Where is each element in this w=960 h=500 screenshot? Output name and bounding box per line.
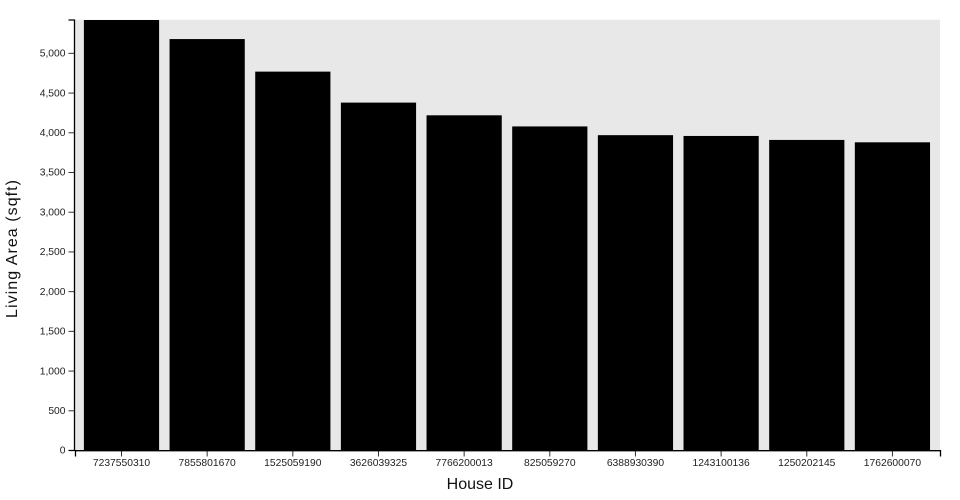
svg-text:5,000: 5,000 [40,49,66,60]
svg-text:7237550310: 7237550310 [93,458,151,469]
svg-text:825059270: 825059270 [524,458,576,469]
svg-text:2,000: 2,000 [40,287,66,298]
svg-text:0: 0 [60,446,66,457]
svg-text:4,000: 4,000 [40,128,66,139]
svg-text:1,500: 1,500 [40,327,66,338]
svg-text:2,500: 2,500 [40,247,66,258]
svg-text:7766200013: 7766200013 [435,458,493,469]
svg-text:4,500: 4,500 [40,88,66,99]
svg-text:6388930390: 6388930390 [607,458,665,469]
svg-text:1243100136: 1243100136 [692,458,750,469]
svg-text:1525059190: 1525059190 [264,458,322,469]
svg-text:1250202145: 1250202145 [778,458,836,469]
svg-text:3,000: 3,000 [40,207,66,218]
svg-text:1,000: 1,000 [40,366,66,377]
svg-text:500: 500 [48,406,65,417]
svg-text:3,500: 3,500 [40,168,66,179]
svg-text:3626039325: 3626039325 [350,458,408,469]
svg-text:1762600070: 1762600070 [864,458,922,469]
svg-text:House ID: House ID [447,476,514,493]
svg-text:Living Area (sqft): Living Area (sqft) [4,180,21,318]
svg-text:7855801670: 7855801670 [179,458,237,469]
